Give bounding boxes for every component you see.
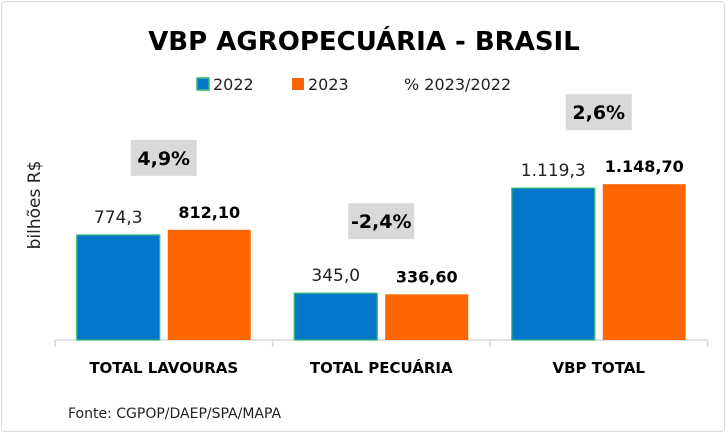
legend-label-pct: % 2023/2022 xyxy=(404,75,511,94)
data-label-2022: 774,3 xyxy=(94,208,143,228)
x-tick-label: TOTAL PECUÁRIA xyxy=(310,358,453,377)
bar-2023 xyxy=(602,184,686,340)
data-label-2023: 336,60 xyxy=(396,267,458,286)
data-label-2022: 1.119,3 xyxy=(521,161,586,181)
pct-label-box xyxy=(348,203,415,240)
y-axis-label: bilhões R$ xyxy=(25,161,45,250)
data-label-2023: 812,10 xyxy=(178,203,240,222)
bar-2022 xyxy=(76,234,161,341)
legend-label-2023: 2023 xyxy=(308,75,349,94)
legend-label-2022: 2022 xyxy=(213,75,254,94)
pct-label-box xyxy=(565,94,632,131)
bar-2022 xyxy=(293,292,378,341)
pct-label: -2,4% xyxy=(351,211,412,233)
legend: 2022 2023 % 2023/2022 xyxy=(196,75,511,94)
bar-2023 xyxy=(385,294,469,340)
pct-label-box xyxy=(130,139,197,176)
pct-label: 2,6% xyxy=(572,102,625,124)
chart-title: VBP AGROPECUÁRIA - BRASIL xyxy=(148,25,580,57)
pct-label: 4,9% xyxy=(137,148,190,170)
legend-swatch-2022 xyxy=(196,77,210,91)
bar-2023 xyxy=(167,229,251,340)
data-label-2023: 1.148,70 xyxy=(605,157,684,176)
data-label-2022: 345,0 xyxy=(311,266,360,286)
x-tick-label: TOTAL LAVOURAS xyxy=(89,359,238,377)
legend-swatch-2023 xyxy=(292,78,304,90)
source-note: Fonte: CGPOP/DAEP/SPA/MAPA xyxy=(68,406,282,422)
x-tick-label: VBP TOTAL xyxy=(553,359,646,377)
bar-2022 xyxy=(511,187,596,341)
